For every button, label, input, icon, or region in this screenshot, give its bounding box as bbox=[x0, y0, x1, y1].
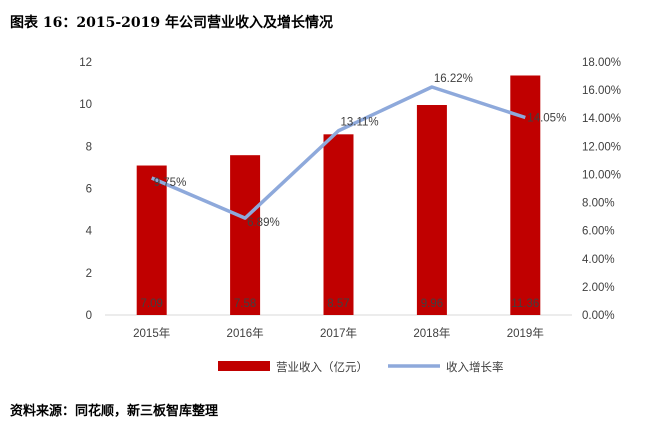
x-axis-tick: 2017年 bbox=[320, 326, 357, 340]
x-axis-tick: 2019年 bbox=[507, 326, 544, 340]
left-axis-tick: 6 bbox=[86, 184, 92, 196]
line-data-label: 16.22% bbox=[434, 73, 473, 85]
bar bbox=[230, 155, 261, 315]
line-data-label: 9.75% bbox=[154, 177, 187, 189]
right-axis-tick: 6.00% bbox=[582, 226, 615, 238]
bar-data-label: 11.36 bbox=[511, 298, 539, 310]
bar-data-label: 7.09 bbox=[141, 298, 163, 310]
right-axis-tick: 14.00% bbox=[582, 113, 621, 125]
right-axis-tick: 4.00% bbox=[582, 254, 615, 266]
bar bbox=[323, 134, 354, 315]
left-axis-tick: 4 bbox=[86, 226, 93, 238]
bar-data-label: 8.57 bbox=[327, 298, 349, 310]
line-data-label: 6.89% bbox=[247, 217, 280, 229]
bar bbox=[136, 165, 167, 315]
legend-line-label: 收入增长率 bbox=[446, 360, 504, 374]
left-axis-tick: 12 bbox=[79, 57, 92, 69]
right-axis-tick: 0.00% bbox=[582, 310, 615, 322]
growth-line bbox=[151, 85, 526, 220]
left-axis-tick: 8 bbox=[86, 141, 92, 153]
x-axis-tick: 2016年 bbox=[227, 326, 264, 340]
right-axis-tick: 18.00% bbox=[582, 57, 621, 69]
legend-bar-swatch bbox=[218, 361, 270, 371]
bar-data-label: 7.58 bbox=[234, 298, 256, 310]
right-axis-tick: 12.00% bbox=[582, 141, 621, 153]
right-axis-tick: 8.00% bbox=[582, 198, 615, 210]
right-axis-tick: 10.00% bbox=[582, 169, 621, 181]
source-note: 资料来源：同花顺，新三板智库整理 bbox=[10, 404, 219, 419]
bar bbox=[416, 105, 447, 315]
left-axis-tick: 2 bbox=[86, 268, 92, 280]
right-axis-tick: 2.00% bbox=[582, 282, 615, 294]
bar bbox=[510, 75, 541, 315]
line-data-label: 13.11% bbox=[341, 117, 379, 129]
chart-title: 图表 16：2015-2019 年公司营业收入及增长情况 bbox=[10, 15, 333, 31]
right-axis-tick: 16.00% bbox=[582, 85, 621, 97]
bar-data-label: 9.96 bbox=[421, 298, 443, 310]
left-axis-tick: 0 bbox=[86, 310, 92, 322]
x-axis-tick: 2015年 bbox=[133, 326, 170, 340]
x-axis-tick: 2018年 bbox=[413, 326, 450, 340]
left-axis-tick: 10 bbox=[79, 99, 92, 111]
line-data-label: 14.05% bbox=[527, 113, 566, 125]
legend-bar-label: 营业收入（亿元） bbox=[276, 360, 368, 374]
